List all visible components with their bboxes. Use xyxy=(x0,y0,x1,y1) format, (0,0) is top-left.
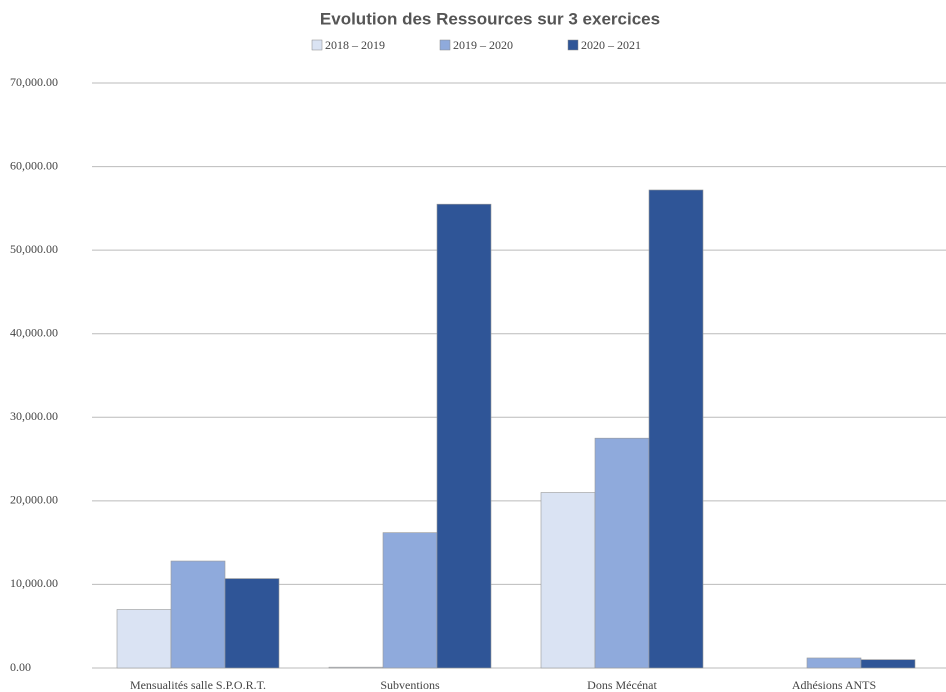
y-tick-label: 40,000.00 xyxy=(10,325,58,339)
legend-label: 2020 – 2021 xyxy=(581,38,641,52)
y-tick-label: 60,000.00 xyxy=(10,158,58,172)
bar xyxy=(224,578,280,669)
bar xyxy=(860,659,916,669)
bar xyxy=(436,203,492,669)
bar xyxy=(382,532,438,669)
legend-label: 2018 – 2019 xyxy=(325,38,385,52)
y-tick-label: 10,000.00 xyxy=(10,576,58,590)
y-tick-label: 30,000.00 xyxy=(10,409,58,423)
bar xyxy=(540,492,596,669)
y-tick-label: 70,000.00 xyxy=(10,75,58,89)
legend-swatch xyxy=(439,39,451,51)
legend-label: 2019 – 2020 xyxy=(453,38,513,52)
chart-title: Evolution des Ressources sur 3 exercices xyxy=(320,9,660,28)
x-tick-label: Mensualités salle S.P.O.R.T. xyxy=(130,678,266,692)
x-tick-label: Dons Mécénat xyxy=(587,678,657,692)
bar xyxy=(806,657,862,669)
bar xyxy=(594,437,650,669)
x-tick-label: Subventions xyxy=(380,678,440,692)
legend-swatch xyxy=(567,39,579,51)
y-tick-label: 0.00 xyxy=(10,660,31,674)
y-tick-label: 20,000.00 xyxy=(10,493,58,507)
y-tick-label: 50,000.00 xyxy=(10,242,58,256)
bar xyxy=(328,666,384,669)
legend-swatch xyxy=(311,39,323,51)
bar xyxy=(116,609,172,669)
bar xyxy=(648,189,704,669)
x-tick-label: Adhésions ANTS xyxy=(792,678,876,692)
bar xyxy=(170,560,226,669)
